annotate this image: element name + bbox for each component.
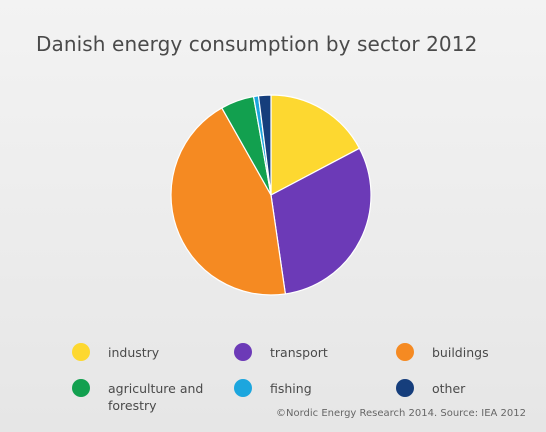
- pie-slice-industry: [270, 94, 361, 196]
- pie-slice-other: [257, 94, 272, 196]
- legend-label-industry: industry: [108, 345, 160, 360]
- legend-label-transport: transport: [270, 345, 328, 360]
- pie-slice-buildings: [170, 107, 287, 296]
- chart-title: Danish energy consumption by sector 2012: [36, 32, 478, 56]
- pie-slice-transport: [270, 147, 372, 295]
- legend-swatch-transport: [234, 343, 252, 361]
- legend-label-other: other: [432, 381, 466, 396]
- legend-swatch-agriculture-and-forestry: [72, 379, 90, 397]
- legend-swatch-industry: [72, 343, 90, 361]
- legend-label-fishing: fishing: [270, 381, 312, 396]
- source-note: ©Nordic Energy Research 2014. Source: IE…: [275, 408, 526, 419]
- legend-swatch-other: [396, 379, 414, 397]
- legend-label-buildings: buildings: [432, 345, 489, 360]
- legend-label-agriculture-and-forestry: agriculture and forestry: [108, 381, 204, 413]
- legend-swatch-fishing: [234, 379, 252, 397]
- legend-swatch-buildings: [396, 343, 414, 361]
